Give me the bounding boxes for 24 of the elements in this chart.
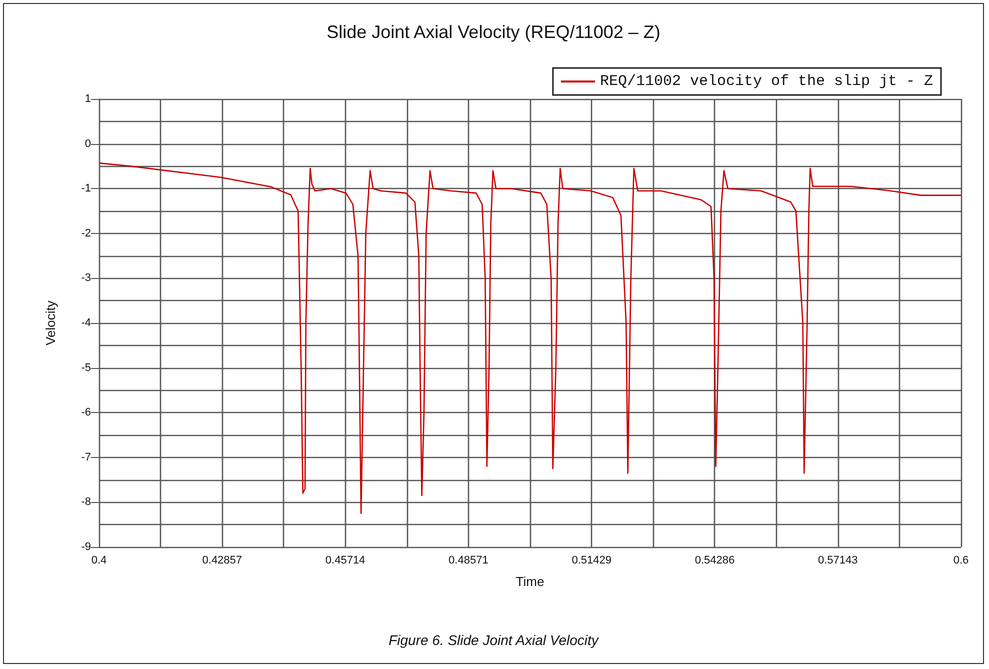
y-tick-label: -7	[81, 451, 91, 464]
x-tick-label: 0.57143	[818, 554, 858, 566]
y-tick-label: 0	[84, 138, 91, 150]
y-tick-label: -3	[81, 272, 91, 284]
x-tick-label: 0.54286	[694, 554, 735, 566]
y-tick-label: -6	[81, 406, 91, 419]
y-tick-label: -1	[81, 182, 91, 195]
y-tick-label: -5	[81, 362, 91, 374]
y-tick-label: -4	[81, 317, 91, 329]
caption: Figure 6. Slide Joint Axial Velocity	[388, 632, 600, 648]
y-tick-label: 1	[84, 93, 91, 105]
x-tick-label: 0.45714	[325, 554, 366, 566]
y-tick-label: -8	[81, 496, 91, 508]
x-axis-title: Time	[516, 574, 544, 589]
x-tick-label: 0.42857	[202, 554, 242, 566]
x-tick-label: 0.48571	[448, 554, 488, 566]
x-tick-label: 0.4	[91, 554, 107, 566]
x-tick-label: 0.6	[953, 554, 969, 566]
y-tick-label: -9	[81, 541, 91, 553]
y-axis-title: Velocity	[43, 300, 58, 346]
legend-label: REQ/11002 velocity of the slip jt - Z	[600, 73, 934, 90]
chart-title: Slide Joint Axial Velocity (REQ/11002 – Z)	[326, 22, 660, 42]
y-tick-label: -2	[81, 227, 91, 240]
x-tick-label: 0.51429	[572, 554, 612, 566]
